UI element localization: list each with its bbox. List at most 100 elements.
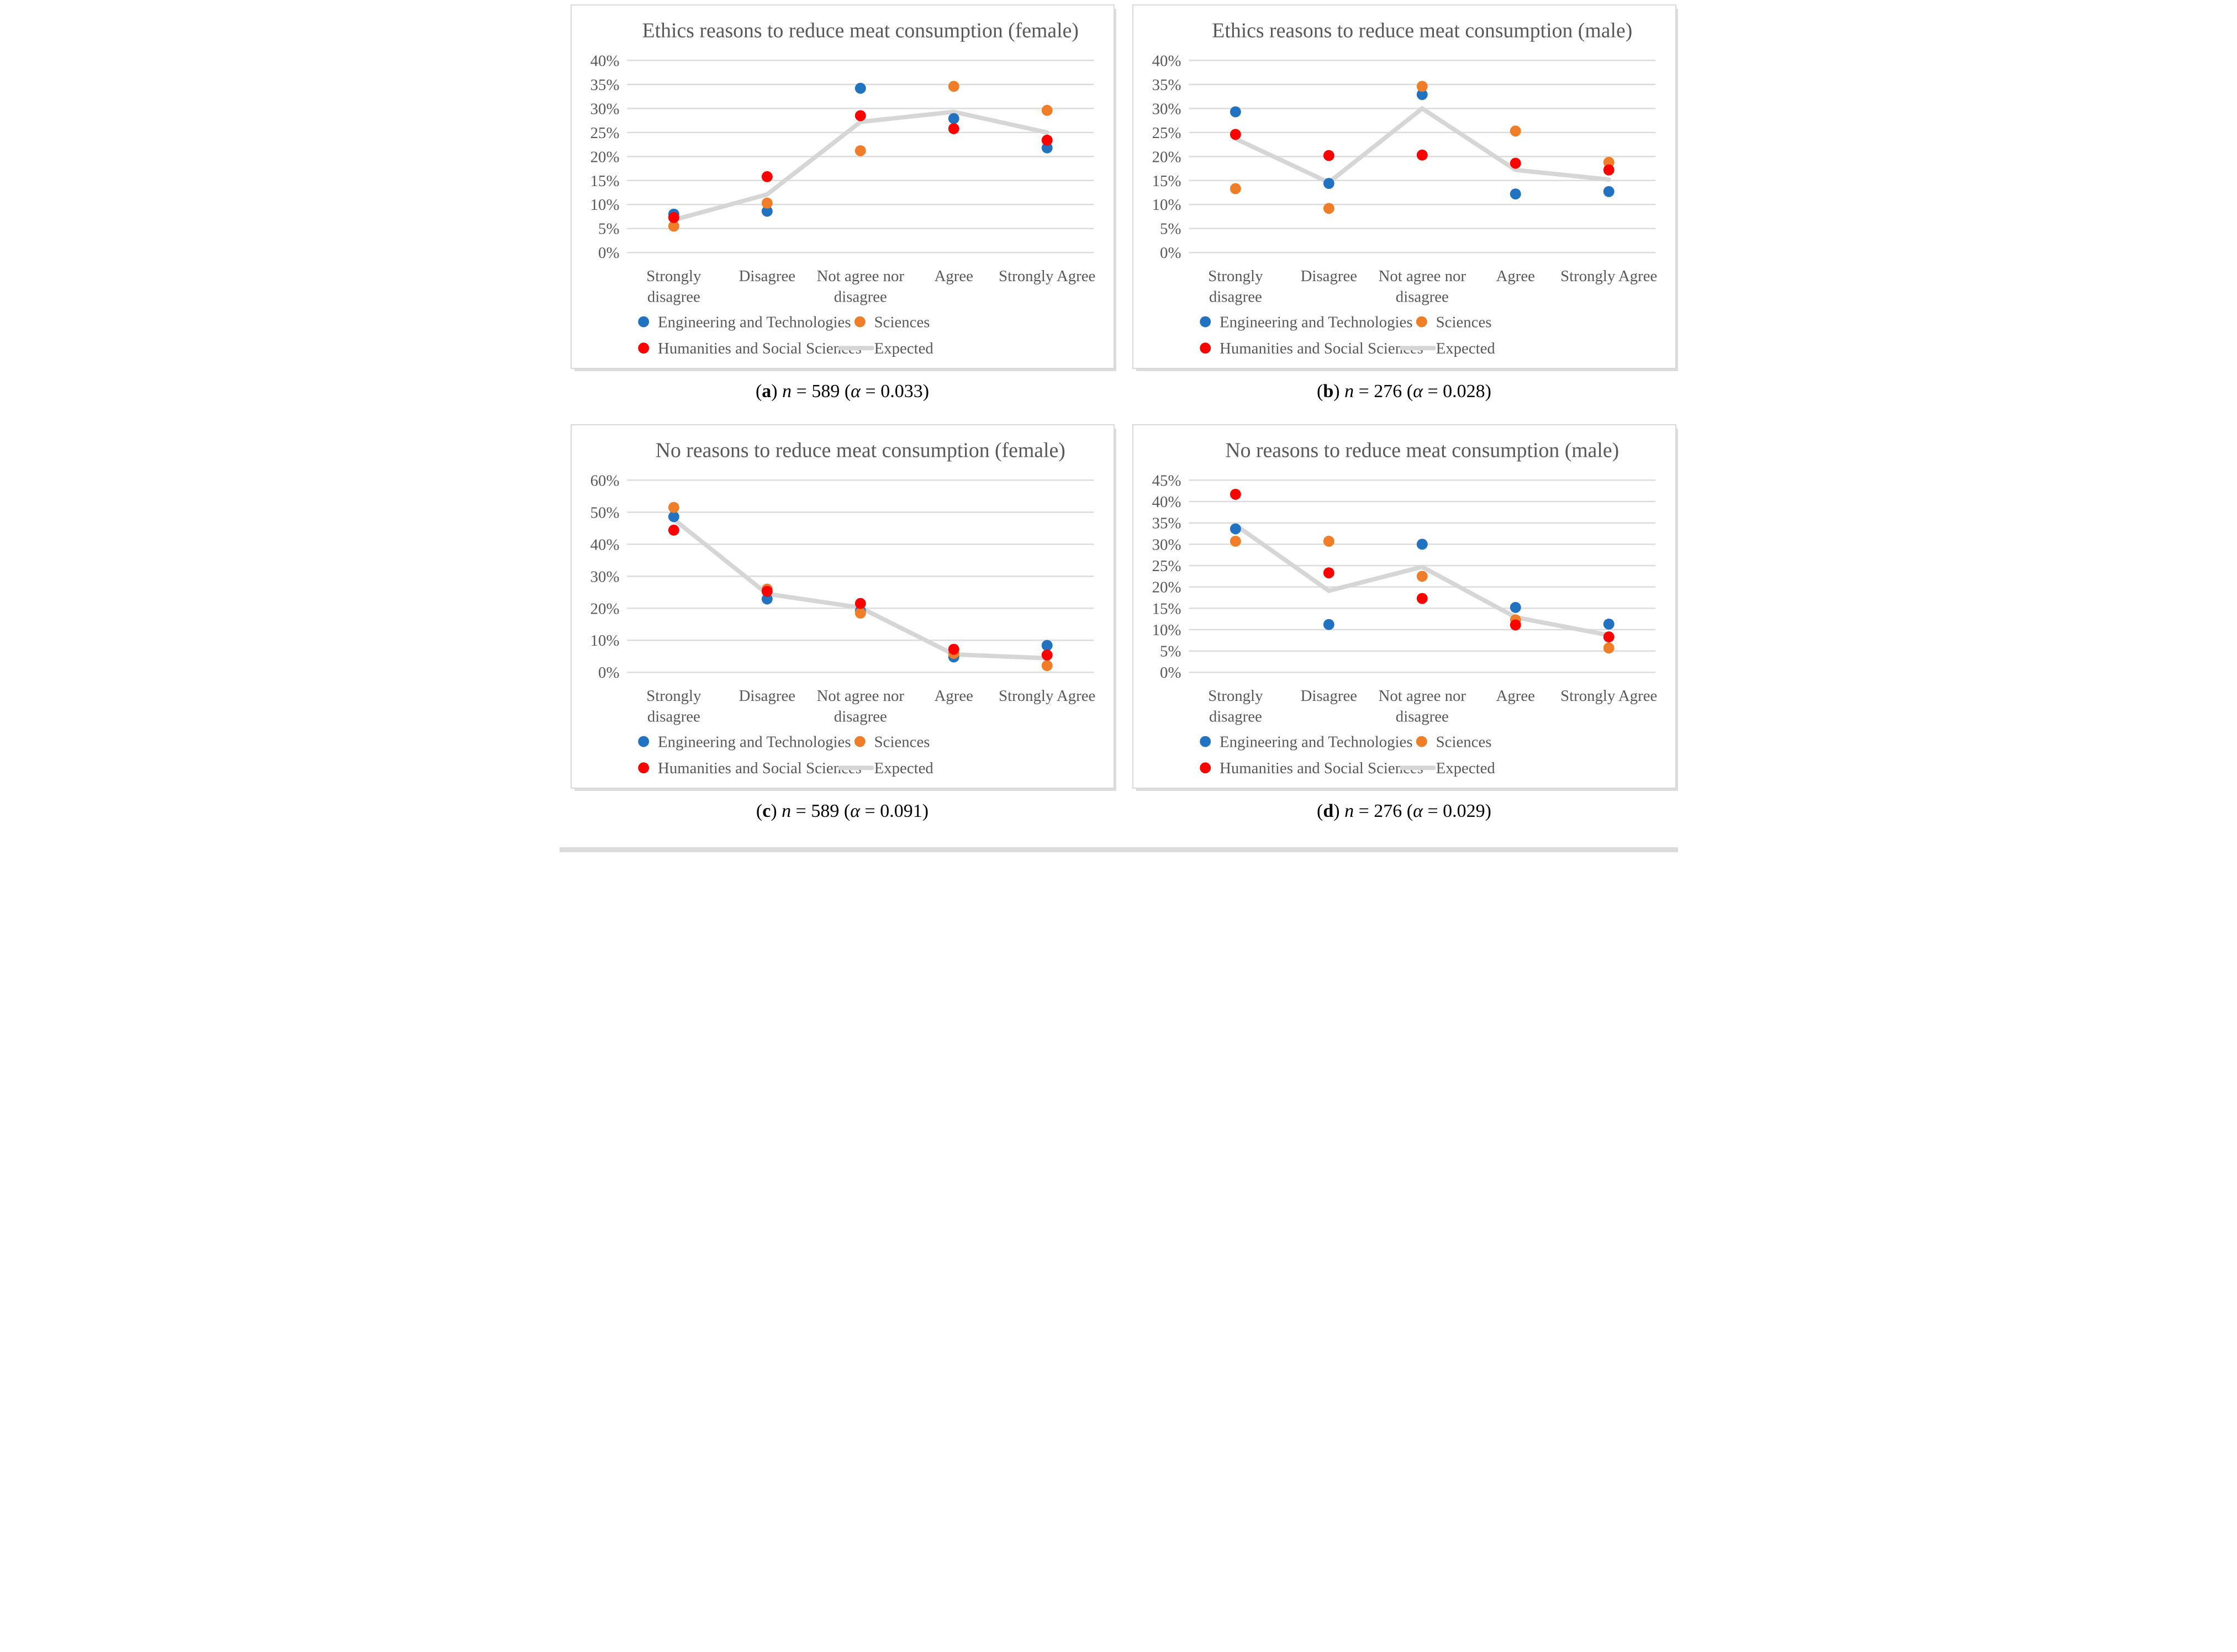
data-point-humanities-and-social-sciences [1230, 488, 1241, 500]
caption-d: (d) n = 276 (α = 0.029) [1317, 801, 1491, 821]
legend-marker-engineering-and-technologies-dot [1199, 316, 1211, 328]
x-axis-category-label-not-agree-nor-disagree: Not agree nor disagree [816, 267, 904, 306]
data-point-engineering-and-technologies [1041, 640, 1053, 651]
data-point-humanities-and-social-sciences [1041, 134, 1053, 146]
y-axis-tick-label: 35% [1152, 76, 1181, 94]
data-point-humanities-and-social-sciences [948, 123, 959, 134]
panel-a: Ethics reasons to reduce meat consumptio… [570, 4, 1115, 369]
data-point-humanities-and-social-sciences [1323, 150, 1334, 161]
x-axis-category-label-disagree: Disagree [1300, 267, 1357, 285]
y-axis-tick-label: 40% [590, 536, 619, 553]
data-point-humanities-and-social-sciences [854, 598, 866, 609]
y-axis-tick-label: 0% [598, 244, 619, 262]
caption-d-alpha-value: 0.029 [1443, 801, 1485, 821]
caption-d-n-symbol: n [1344, 801, 1354, 821]
chart-title: Ethics reasons to reduce meat consumptio… [642, 19, 1078, 43]
y-axis-tick-label: 30% [1152, 100, 1181, 118]
data-point-engineering-and-technologies [1603, 618, 1615, 630]
y-axis-tick-label: 30% [590, 100, 619, 118]
data-point-humanities-and-social-sciences [948, 643, 959, 655]
data-point-humanities-and-social-sciences [1510, 157, 1521, 169]
legend-label-sciences: Sciences [874, 313, 930, 331]
y-axis-tick-label: 20% [1152, 579, 1181, 597]
y-axis-tick-label: 5% [598, 220, 619, 238]
data-point-humanities-and-social-sciences [1416, 593, 1428, 604]
scatter-chart-d: No reasons to reduce meat consumption (m… [1152, 439, 1657, 778]
data-point-engineering-and-technologies [761, 593, 773, 605]
figure-cell-d: No reasons to reduce meat consumption (m… [1132, 424, 1676, 844]
data-point-engineering-and-technologies [1416, 89, 1428, 101]
y-axis-tick-label: 40% [590, 52, 619, 70]
y-axis-tick-label: 0% [1160, 244, 1181, 262]
legend-marker-humanities-and-social-sciences-dot [637, 342, 649, 354]
legend-label-expected: Expected [1436, 340, 1495, 357]
y-axis-tick-label: 45% [1152, 472, 1181, 489]
caption-d-alpha-symbol: α [1413, 801, 1423, 821]
caption-b-alpha-symbol: α [1413, 381, 1423, 402]
legend-label-humanities-and-social-sciences: Humanities and Social Sciences [1220, 759, 1423, 777]
legend-label-expected: Expected [874, 340, 933, 357]
panel-d: No reasons to reduce meat consumption (m… [1132, 424, 1676, 789]
data-point-sciences [761, 197, 773, 209]
y-axis-tick-label: 30% [1152, 536, 1181, 553]
y-axis-tick-label: 10% [590, 196, 619, 214]
y-axis-tick-label: 60% [590, 472, 619, 489]
y-axis-tick-label: 20% [590, 148, 619, 166]
data-point-engineering-and-technologies [1041, 142, 1053, 154]
data-point-sciences [1041, 660, 1053, 672]
figure-cell-c: No reasons to reduce meat consumption (f… [570, 424, 1115, 844]
data-point-engineering-and-technologies [1510, 188, 1521, 200]
data-point-engineering-and-technologies [1230, 523, 1241, 535]
chart-title: No reasons to reduce meat consumption (f… [655, 439, 1065, 462]
y-axis-tick-label: 35% [1152, 515, 1181, 532]
y-axis-tick-label: 10% [590, 632, 619, 650]
data-point-sciences [1416, 571, 1428, 582]
legend-label-humanities-and-social-sciences: Humanities and Social Sciences [1220, 340, 1423, 357]
x-axis-category-label-not-agree-nor-disagree: Not agree nor disagree [1378, 267, 1466, 306]
caption-d-n-value: 276 [1374, 801, 1402, 821]
data-point-engineering-and-technologies [1510, 601, 1521, 613]
legend-label-engineering-and-technologies: Engineering and Technologies [1220, 733, 1413, 751]
y-axis-tick-label: 0% [598, 664, 619, 682]
legend-label-sciences: Sciences [1436, 313, 1491, 331]
chart-title: Ethics reasons to reduce meat consumptio… [1212, 19, 1632, 43]
caption-a-alpha-symbol: α [851, 381, 861, 402]
panels-grid: Ethics reasons to reduce meat consumptio… [560, 0, 1678, 844]
x-axis-category-label-agree: Agree [934, 267, 973, 285]
data-point-humanities-and-social-sciences [1416, 149, 1428, 161]
x-axis-category-label-not-agree-nor-disagree: Not agree nor disagree [1378, 687, 1466, 726]
figure-cell-a: Ethics reasons to reduce meat consumptio… [570, 4, 1115, 424]
data-point-sciences [948, 81, 959, 92]
legend-marker-engineering-and-technologies-dot [1199, 736, 1211, 747]
y-axis-tick-label: 15% [1152, 172, 1181, 190]
data-point-sciences [854, 608, 866, 619]
expected-line [1233, 106, 1611, 185]
x-axis-category-label-strongly-agree: Strongly Agree [1560, 687, 1657, 705]
x-axis-category-label-strongly-agree: Strongly Agree [999, 267, 1095, 285]
legend-label-engineering-and-technologies: Engineering and Technologies [658, 313, 851, 331]
data-point-engineering-and-technologies [1323, 619, 1334, 630]
legend-marker-engineering-and-technologies-dot [637, 316, 649, 328]
y-axis-tick-label: 10% [1152, 621, 1181, 639]
data-point-engineering-and-technologies [1603, 186, 1615, 197]
legend-label-engineering-and-technologies: Engineering and Technologies [1220, 313, 1413, 331]
data-point-engineering-and-technologies [1416, 539, 1428, 550]
legend-marker-sciences-dot [854, 736, 866, 747]
caption-c-alpha-value: 0.091 [880, 801, 922, 821]
y-axis-tick-label: 5% [1160, 220, 1181, 238]
page-bottom-rule [559, 847, 1678, 852]
y-axis-tick-label: 5% [1160, 643, 1181, 661]
data-point-engineering-and-technologies [854, 82, 866, 94]
caption-c-n-value: 589 [811, 801, 840, 821]
legend-marker-humanities-and-social-sciences-dot [1199, 762, 1211, 774]
y-axis-tick-label: 20% [590, 600, 619, 617]
expected-line [671, 517, 1049, 661]
y-axis-tick-label: 30% [590, 568, 619, 585]
panel-c: No reasons to reduce meat consumption (f… [570, 424, 1115, 789]
legend-label-humanities-and-social-sciences: Humanities and Social Sciences [658, 340, 862, 357]
data-point-humanities-and-social-sciences [761, 171, 773, 182]
expected-line [671, 109, 1049, 223]
data-point-engineering-and-technologies [668, 511, 679, 522]
y-axis-tick-label: 35% [590, 76, 619, 94]
figure-cell-b: Ethics reasons to reduce meat consumptio… [1132, 4, 1676, 424]
